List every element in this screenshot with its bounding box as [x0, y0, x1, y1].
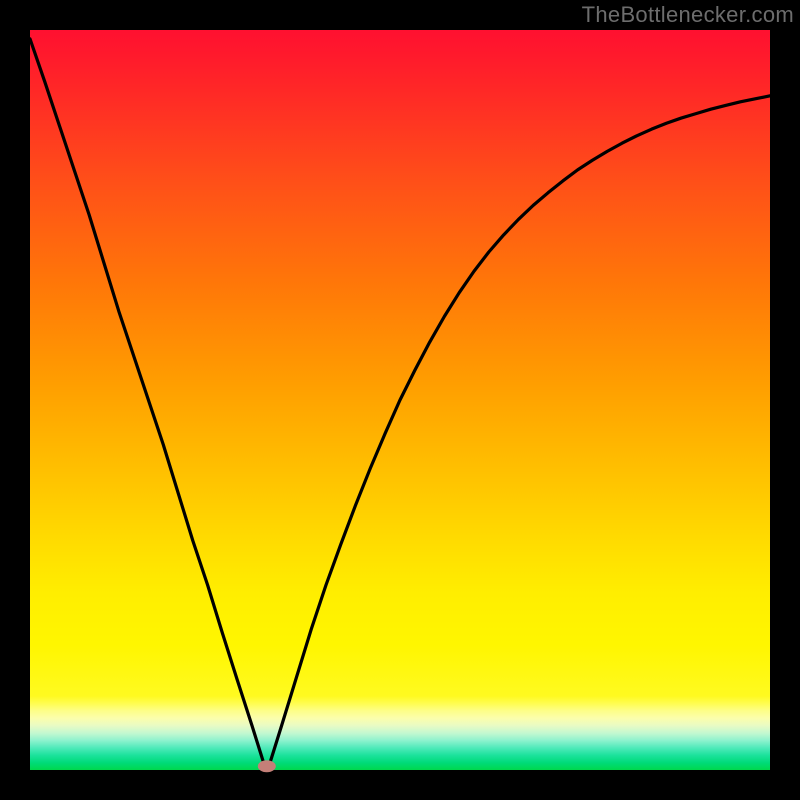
bottleneck-chart [0, 0, 800, 800]
optimal-point-marker [258, 760, 276, 772]
chart-stage: TheBottlenecker.com [0, 0, 800, 800]
